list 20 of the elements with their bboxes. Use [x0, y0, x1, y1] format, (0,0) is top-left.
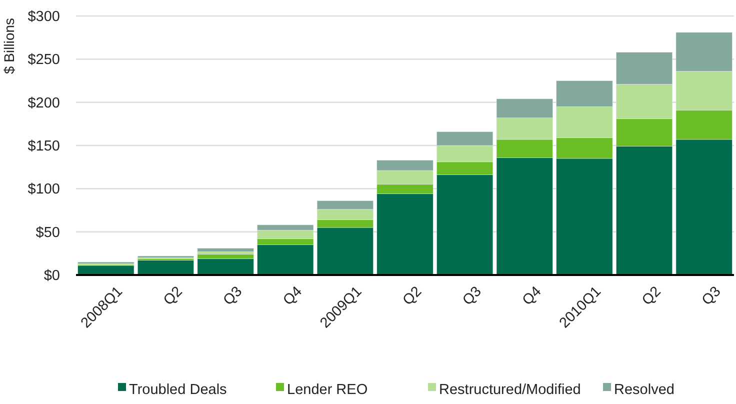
y-tick-label: $50	[36, 224, 60, 241]
legend-label: Troubled Deals	[129, 382, 227, 398]
legend-label: Resolved	[614, 382, 674, 398]
x-tick-label: Q2	[639, 284, 664, 309]
x-tick-label: Q3	[699, 284, 724, 309]
x-tick-label: Q4	[520, 284, 545, 309]
y-tick-label: $200	[28, 95, 60, 112]
x-tick-label: Q2	[160, 284, 186, 309]
y-axis-title: $ Billions	[1, 18, 17, 74]
x-tick-label: Q3	[460, 284, 485, 309]
legend-label: Lender REO	[287, 382, 368, 398]
y-tick-label: $300	[28, 9, 60, 26]
y-tick-label: $100	[28, 182, 60, 198]
y-tick-label: $150	[28, 138, 60, 155]
x-tick-label: Q3	[220, 284, 246, 309]
y-tick-label: $0	[44, 268, 60, 284]
legend-label: Restructured/Modified	[439, 382, 581, 398]
x-tick-label: Q4	[280, 284, 306, 309]
y-tick-label: $250	[28, 52, 60, 68]
x-tick-label: Q2	[400, 284, 426, 309]
